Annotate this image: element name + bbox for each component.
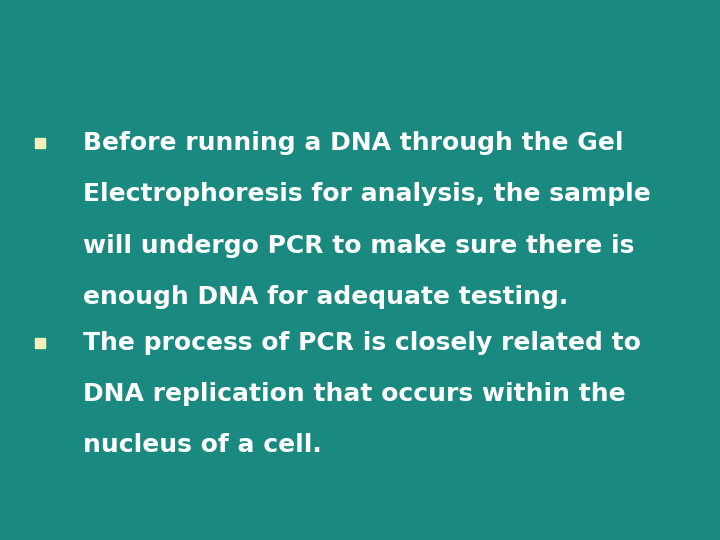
Text: The process of PCR is closely related to: The process of PCR is closely related to — [83, 331, 641, 355]
Text: Electrophoresis for analysis, the sample: Electrophoresis for analysis, the sample — [83, 183, 651, 206]
Text: DNA replication that occurs within the: DNA replication that occurs within the — [83, 382, 626, 406]
Text: Before running a DNA through the Gel: Before running a DNA through the Gel — [83, 131, 624, 155]
Text: will undergo PCR to make sure there is: will undergo PCR to make sure there is — [83, 234, 634, 258]
Text: enough DNA for adequate testing.: enough DNA for adequate testing. — [83, 285, 568, 309]
Text: nucleus of a cell.: nucleus of a cell. — [83, 434, 322, 457]
